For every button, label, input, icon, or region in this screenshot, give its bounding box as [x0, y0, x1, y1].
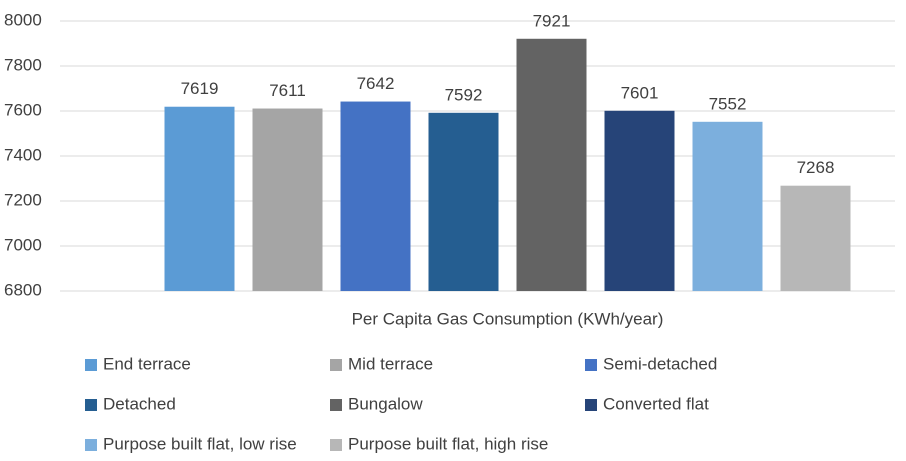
y-tick-label: 7200: [4, 190, 42, 209]
data-label: 7268: [797, 158, 835, 177]
legend-swatch: [585, 359, 597, 371]
legend-label: Detached: [103, 394, 176, 413]
legend-label: Bungalow: [348, 394, 423, 413]
bar: [340, 101, 411, 291]
bar: [252, 108, 323, 292]
data-label: 7601: [621, 83, 659, 102]
data-label: 7611: [269, 81, 306, 100]
legend-swatch: [85, 359, 97, 371]
bar: [692, 121, 763, 291]
legend-label: Semi-detached: [603, 354, 717, 373]
legend-swatch: [85, 399, 97, 411]
bar: [164, 106, 235, 291]
legend-swatch: [330, 399, 342, 411]
bar: [780, 185, 851, 291]
legend-label: Purpose built flat, high rise: [348, 434, 548, 453]
legend-swatch: [330, 439, 342, 451]
y-tick-label: 6800: [4, 280, 42, 299]
bar: [428, 112, 499, 291]
x-axis-label: Per Capita Gas Consumption (KWh/year): [352, 309, 664, 328]
bar: [604, 110, 675, 292]
y-tick-label: 8000: [4, 10, 42, 29]
y-tick-label: 7000: [4, 235, 42, 254]
y-tick-label: 7400: [4, 145, 42, 164]
legend-label: Mid terrace: [348, 354, 433, 373]
data-label: 7642: [357, 74, 395, 93]
legend-label: Converted flat: [603, 394, 709, 413]
y-tick-label: 7600: [4, 100, 42, 119]
y-tick-label: 7800: [4, 55, 42, 74]
legend-swatch: [330, 359, 342, 371]
bar: [516, 38, 587, 292]
data-label: 7921: [533, 11, 571, 30]
legend-swatch: [585, 399, 597, 411]
legend-label: End terrace: [103, 354, 191, 373]
legend-swatch: [85, 439, 97, 451]
data-label: 7552: [709, 94, 747, 113]
legend-label: Purpose built flat, low rise: [103, 434, 297, 453]
data-label: 7592: [445, 85, 483, 104]
data-label: 7619: [181, 79, 219, 98]
